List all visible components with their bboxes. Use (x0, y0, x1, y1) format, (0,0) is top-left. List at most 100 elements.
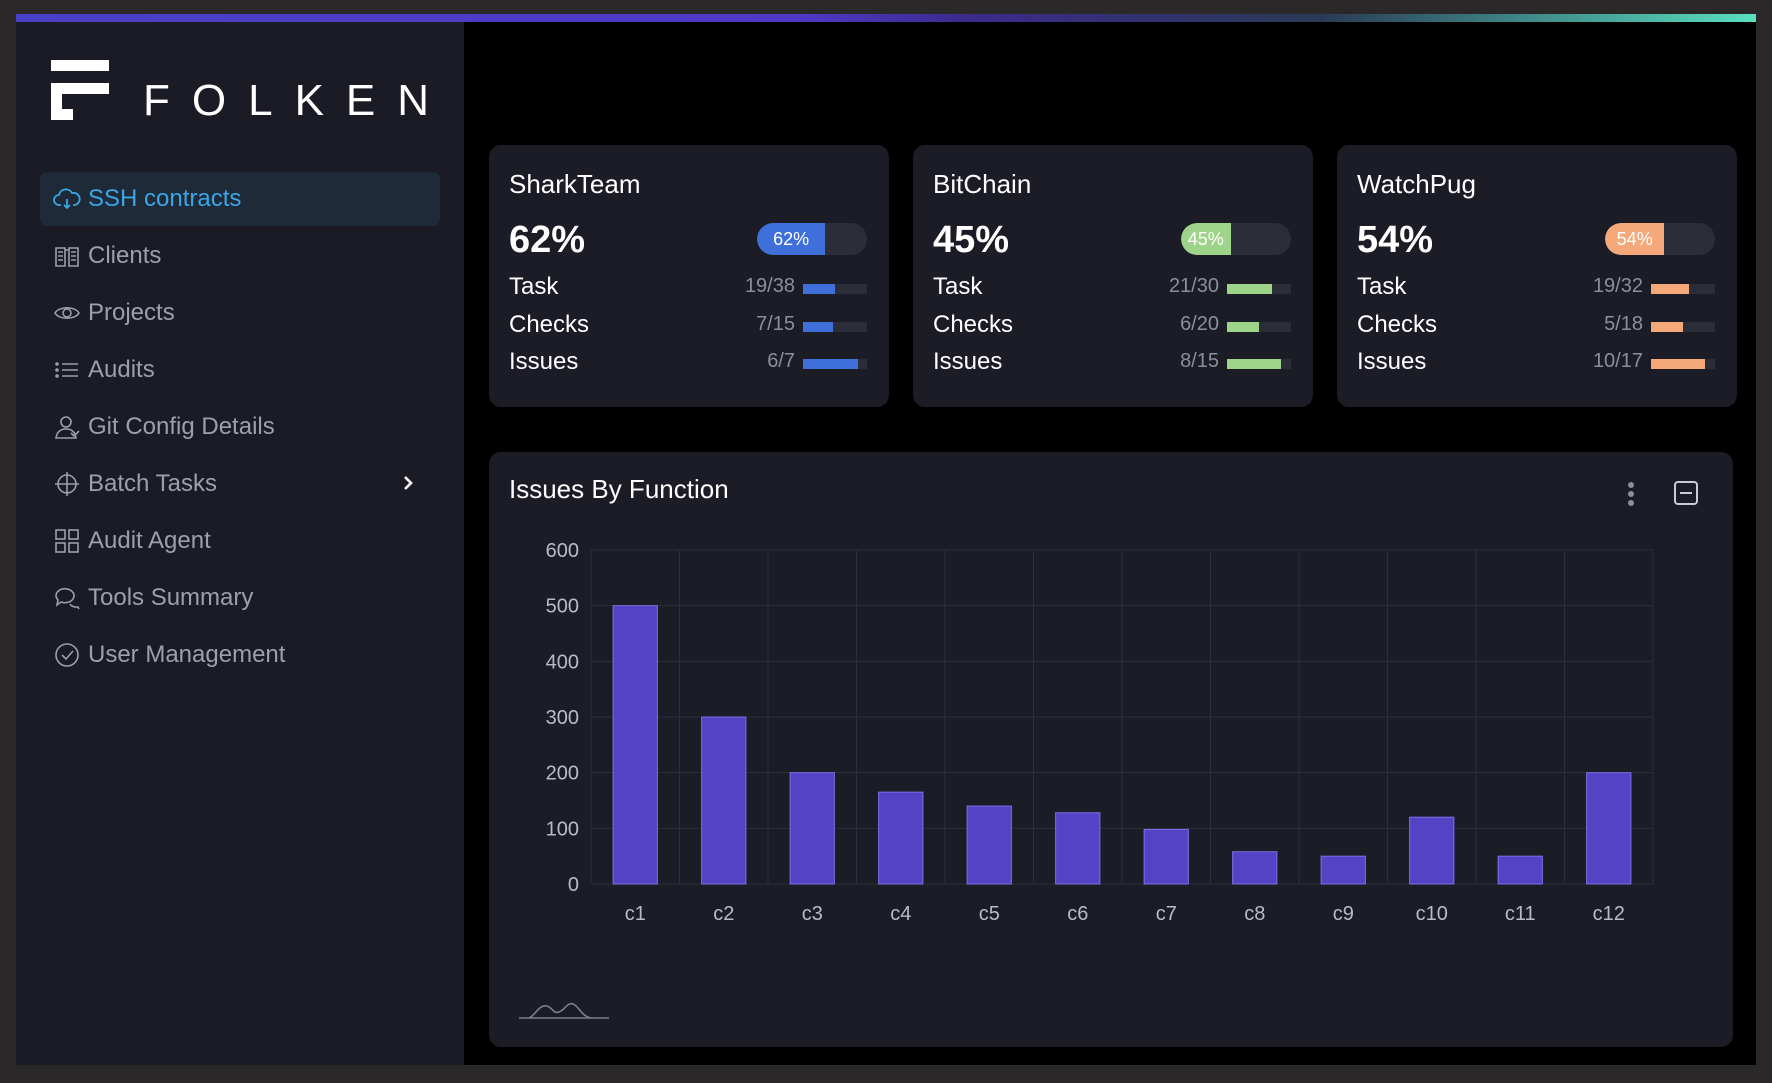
stat-bar (1227, 322, 1291, 332)
sidebar: FOLKEN SSH contracts Clients Projects (16, 22, 464, 1065)
team-card-sharkteam[interactable]: SharkTeam 62% 62% Task 19/38 Checks 7/15… (489, 145, 889, 407)
stat-bar (803, 322, 867, 332)
stat-label: Task (933, 273, 983, 300)
percent-pill: 62% (757, 223, 867, 255)
x-tick-label: c6 (1067, 903, 1088, 925)
x-tick-label: c3 (802, 903, 823, 925)
chevron-right-icon[interactable] (398, 473, 418, 493)
sidebar-item-clients[interactable]: Clients (40, 229, 440, 283)
y-tick-label: 600 (546, 540, 579, 562)
percent-pill: 45% (1181, 223, 1291, 255)
user-icon (52, 412, 82, 442)
sidebar-item-user-management[interactable]: User Management (40, 628, 440, 682)
stat-row-issues: Issues 10/17 (1357, 348, 1715, 378)
logo-text: FOLKEN (143, 76, 452, 125)
stat-bar-fill (803, 359, 859, 369)
x-tick-label: c4 (890, 903, 911, 925)
stat-bar-fill (803, 322, 834, 332)
bar-c12 (1586, 772, 1632, 885)
stat-value: 6/20 (1180, 313, 1219, 335)
x-tick-label: c8 (1244, 903, 1265, 925)
sidebar-item-label: Batch Tasks (88, 470, 217, 497)
percent-pill-label: 45% (1187, 229, 1224, 249)
sidebar-item-batch-tasks[interactable]: Batch Tasks (40, 457, 440, 511)
stat-bar (803, 359, 867, 369)
x-tick-label: c10 (1416, 903, 1448, 925)
stat-label: Task (1357, 273, 1407, 300)
sidebar-nav: SSH contracts Clients Projects Audits (40, 172, 440, 685)
y-tick-label: 200 (546, 763, 579, 785)
stat-row-checks: Checks 5/18 (1357, 311, 1715, 341)
top-gradient-bar (16, 14, 1756, 22)
app-window: FOLKEN SSH contracts Clients Projects (16, 14, 1756, 1065)
stat-label: Issues (509, 348, 579, 375)
logo[interactable]: FOLKEN (51, 60, 471, 140)
stat-label: Issues (933, 348, 1003, 375)
sidebar-item-projects[interactable]: Projects (40, 286, 440, 340)
chart-title: Issues By Function (509, 474, 729, 504)
stat-bar (1227, 359, 1291, 369)
sidebar-item-audit-agent[interactable]: Audit Agent (40, 514, 440, 568)
sidebar-item-label: Projects (88, 299, 175, 326)
stat-bar (1227, 284, 1291, 294)
y-tick-label: 300 (546, 707, 579, 729)
stat-bar (1651, 359, 1715, 369)
stat-row-task: Task 21/30 (933, 273, 1291, 303)
x-tick-label: c11 (1505, 903, 1536, 925)
bar-c10 (1409, 816, 1455, 885)
eye-icon (52, 298, 82, 328)
bar-c5 (966, 805, 1012, 885)
y-tick-label: 400 (546, 651, 579, 673)
stat-bar (1651, 322, 1715, 332)
stat-label: Checks (509, 311, 590, 338)
stat-bar-fill (1651, 359, 1706, 369)
stat-label: Issues (1357, 348, 1427, 375)
sidebar-item-git-config-details[interactable]: Git Config Details (40, 400, 440, 454)
chat-icon (52, 583, 82, 613)
sidebar-item-audits[interactable]: Audits (40, 343, 440, 397)
x-tick-label: c12 (1593, 903, 1625, 925)
sidebar-item-tools-summary[interactable]: Tools Summary (40, 571, 440, 625)
card-percent: 62% (509, 219, 586, 261)
card-title: SharkTeam (509, 169, 641, 199)
bar-c7 (1143, 828, 1189, 885)
stat-value: 5/18 (1604, 313, 1643, 335)
cloud-icon (52, 184, 82, 214)
team-card-bitchain[interactable]: BitChain 45% 45% Task 21/30 Checks 6/20 … (913, 145, 1313, 407)
stat-value: 8/15 (1180, 350, 1219, 372)
grid-icon (52, 526, 82, 556)
percent-pill-label: 62% (773, 229, 810, 249)
sidebar-item-ssh-contracts[interactable]: SSH contracts (40, 172, 440, 226)
stat-value: 6/7 (767, 350, 795, 372)
folken-logo-icon (51, 60, 109, 120)
percent-pill-fill (1605, 223, 1665, 255)
stat-bar (803, 284, 867, 294)
sparkline-icon (519, 1002, 609, 1019)
bar-c9 (1320, 855, 1366, 885)
percent-pill-fill (757, 223, 826, 255)
stat-row-task: Task 19/38 (509, 273, 867, 303)
minimize-icon[interactable] (1673, 480, 1699, 506)
list-icon (52, 355, 82, 385)
issues-bar-chart: 0 100 200 300 400 500 600 c1 c2 c3 c4 c5 c6 c7 c8 c9 c10… (546, 540, 1654, 925)
team-card-watchpug[interactable]: WatchPug 54% 54% Task 19/32 Checks 5/18 … (1337, 145, 1737, 407)
x-tick-label: c7 (1156, 903, 1177, 925)
bar-c2 (701, 716, 747, 885)
sidebar-item-label: Tools Summary (88, 584, 254, 611)
crosshair-icon (52, 469, 82, 499)
bar-c6 (1055, 812, 1101, 885)
issues-by-function-panel: 0 100 200 300 400 500 600 c1 c2 c3 c4 c5 c6 c7 c8 c9 c10… (489, 452, 1733, 1047)
book-icon (52, 241, 82, 271)
x-tick-label: c2 (713, 903, 734, 925)
stat-row-checks: Checks 6/20 (933, 311, 1291, 341)
sidebar-item-label: Audit Agent (88, 527, 211, 554)
stat-value: 21/30 (1168, 275, 1219, 297)
sidebar-item-label: Git Config Details (88, 413, 275, 440)
y-tick-label: 0 (568, 874, 579, 896)
card-title: BitChain (933, 169, 1032, 199)
stat-bar (1651, 284, 1715, 294)
card-percent: 54% (1357, 219, 1434, 261)
x-tick-label: c9 (1333, 903, 1354, 925)
more-vertical-icon[interactable] (1625, 480, 1637, 508)
y-tick-label: 100 (546, 818, 579, 840)
